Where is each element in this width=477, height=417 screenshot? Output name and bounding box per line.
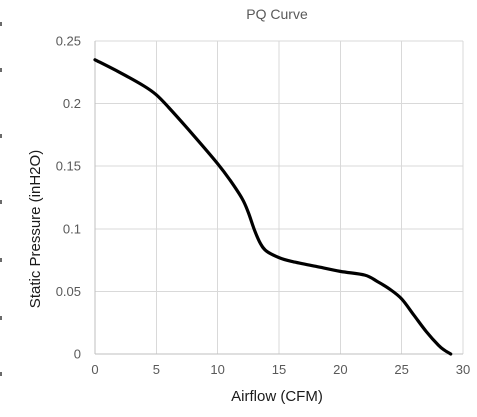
y-tick-label: 0.25 [56,34,81,49]
edge-marker [0,68,2,72]
y-tick-label: 0.05 [56,284,81,299]
x-tick-label: 25 [394,362,408,377]
edge-marker [0,134,2,138]
x-tick-label: 30 [456,362,470,377]
x-tick-labels: 0 5 10 15 20 25 30 [91,362,470,377]
edge-marker [0,258,2,262]
y-tick-label: 0 [74,347,81,362]
axes [94,41,463,355]
x-tick-label: 15 [272,362,286,377]
edge-marker [0,200,2,204]
x-tick-label: 10 [210,362,224,377]
edge-marker [0,22,2,26]
chart-title: PQ Curve [246,6,308,22]
edge-marker [0,372,2,376]
edge-marker [0,316,2,320]
pq-curve-line [93,58,453,356]
x-axis-title: Airflow (CFM) [231,388,323,405]
x-tick-label: 20 [333,362,347,377]
y-axis-title: Static Pressure (inH2O) [27,150,44,308]
y-tick-label: 0.15 [56,159,81,174]
x-tick-label: 0 [91,362,98,377]
gridlines [95,40,464,354]
x-tick-label: 5 [153,362,160,377]
y-tick-label: 0.1 [63,221,81,236]
series-group [93,58,453,356]
y-tick-labels: 0 0.05 0.1 0.15 0.2 0.25 [56,34,81,362]
y-tick-label: 0.2 [63,96,81,111]
